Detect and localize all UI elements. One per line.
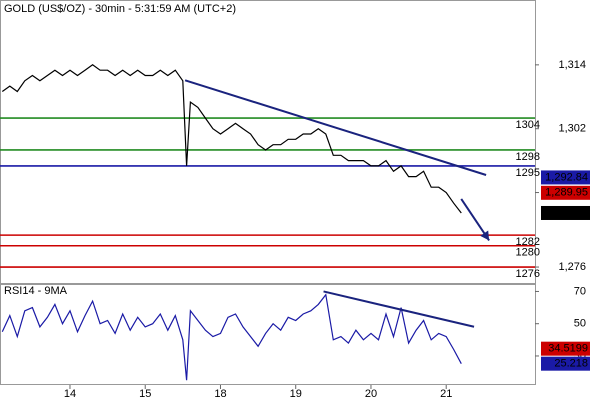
price-marker-label: 34.5199 <box>548 343 588 355</box>
x-tick-label: 15 <box>139 388 151 400</box>
level-label: 1276 <box>516 268 540 280</box>
price-frame <box>0 0 536 284</box>
trend-line <box>323 290 475 328</box>
y-tick-label: 1,314 <box>558 59 586 71</box>
level-label: 1298 <box>516 151 540 163</box>
price-marker <box>541 170 590 185</box>
price-line <box>1 293 462 381</box>
y-tick-label: 1,276 <box>558 261 586 273</box>
level-label: 1304 <box>516 119 540 131</box>
price-marker-label: 25.218 <box>554 358 588 370</box>
x-tick-label: 20 <box>365 388 377 400</box>
price-line <box>1 64 462 214</box>
arrow-head <box>480 230 490 241</box>
price-marker <box>541 185 590 200</box>
y-tick-label: 1,302 <box>558 123 586 135</box>
rsi-frame <box>0 284 536 385</box>
price-marker-label: 1,289.95 <box>545 187 588 199</box>
x-tick-label: 14 <box>64 388 76 400</box>
price-marker-label: 1,286.16 <box>545 207 588 219</box>
price-marker <box>541 341 590 356</box>
price-marker-label: 1,292.84 <box>545 171 588 183</box>
price-marker <box>541 356 590 371</box>
price-marker <box>541 205 590 220</box>
trend-line <box>184 79 487 176</box>
level-label: 1280 <box>516 247 540 259</box>
x-tick-label: 18 <box>214 388 226 400</box>
x-tick-label: 21 <box>440 388 452 400</box>
chart-title: GOLD (US$/OZ) - 30min - 5:31:59 AM (UTC+… <box>4 3 236 15</box>
y-tick-label: 70 <box>574 285 586 297</box>
x-tick-label: 19 <box>290 388 302 400</box>
rsi-title: RSI14 - 9MA <box>4 285 68 297</box>
y-tick-label: 50 <box>574 318 586 330</box>
level-label: 1295 <box>516 167 540 179</box>
